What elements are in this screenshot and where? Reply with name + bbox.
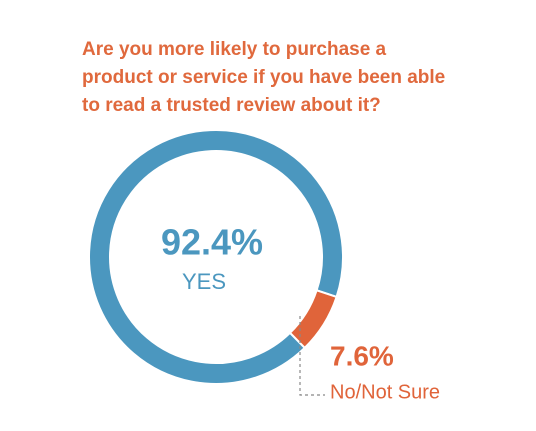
donut-slice: [288, 289, 338, 350]
donut-slice: [88, 129, 344, 385]
value-label: 7.6%: [330, 340, 394, 371]
category-label: No/Not Sure: [330, 381, 440, 403]
category-label: YES: [182, 269, 226, 294]
leader-line: [299, 316, 325, 396]
value-label: 92.4%: [161, 222, 263, 263]
chart-title: Are you more likely to purchase a produc…: [82, 39, 446, 116]
